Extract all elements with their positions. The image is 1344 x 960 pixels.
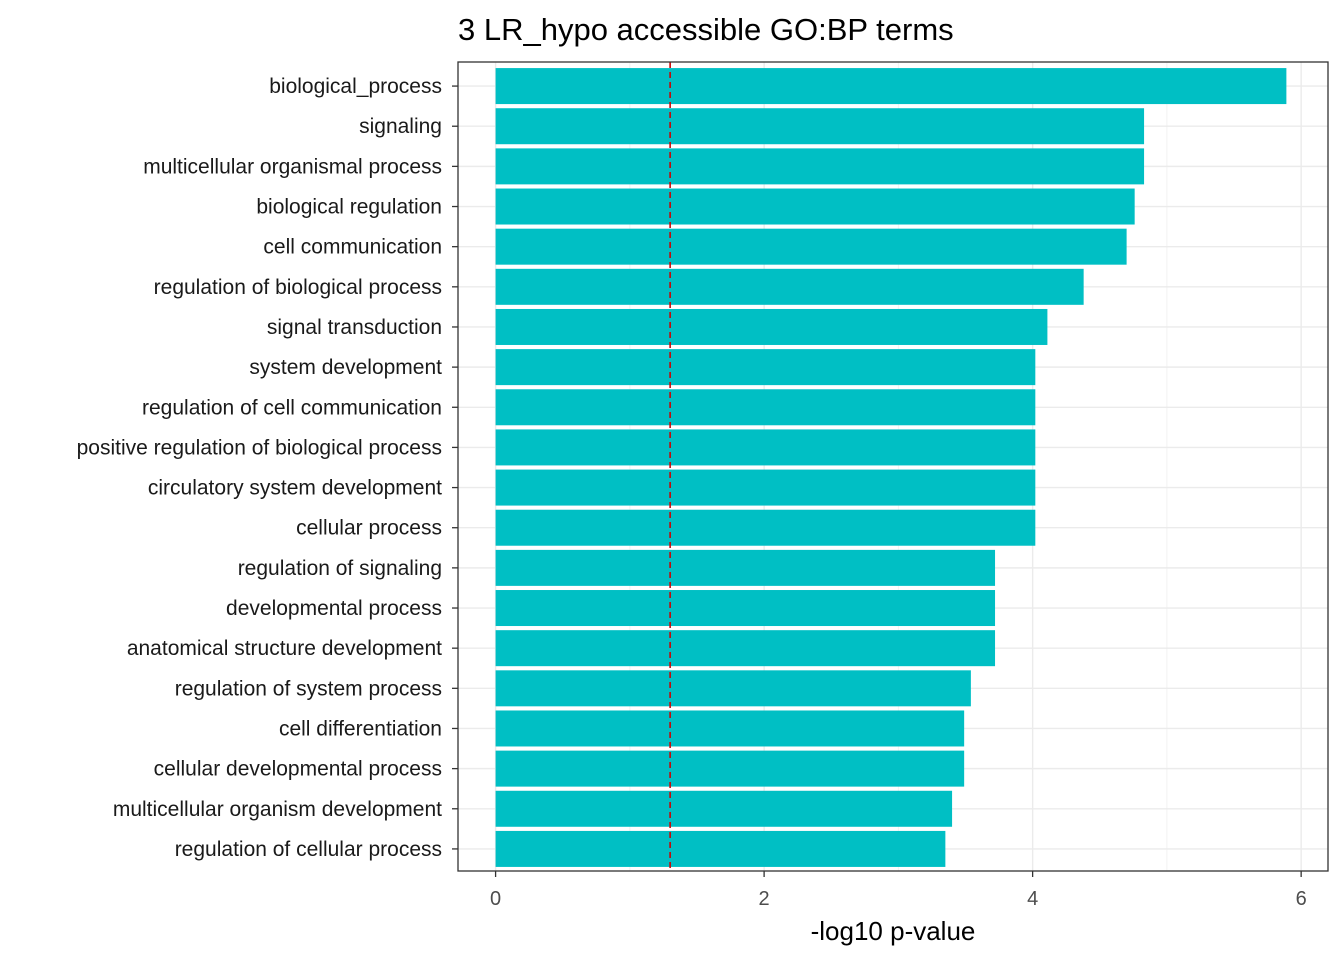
y-tick-label: cellular process bbox=[296, 517, 442, 540]
bar bbox=[495, 228, 1127, 265]
y-axis: biological_process signaling multicellular… bbox=[77, 75, 458, 861]
bar bbox=[495, 750, 965, 787]
y-tick-label: regulation of signaling bbox=[238, 557, 442, 580]
x-tick-label: 2 bbox=[759, 888, 770, 910]
y-tick-label: cell differentiation bbox=[279, 717, 442, 740]
y-tick-label: signaling bbox=[359, 115, 442, 138]
y-tick-label: positive regulation of biological proces… bbox=[77, 436, 442, 459]
y-tick-label: cell communication bbox=[263, 236, 442, 259]
y-tick-label: regulation of biological process bbox=[154, 276, 442, 299]
x-axis: 0 2 4 6 bbox=[490, 871, 1307, 910]
bar bbox=[495, 630, 996, 667]
y-tick-label: developmental process bbox=[226, 597, 442, 620]
bar bbox=[495, 469, 1036, 506]
y-tick-label: biological regulation bbox=[256, 196, 442, 219]
y-tick-label: circulatory system development bbox=[148, 477, 442, 500]
x-tick-label: 6 bbox=[1296, 888, 1307, 910]
plot-border bbox=[457, 61, 1329, 872]
chart-title: 3 LR_hypo accessible GO:BP terms bbox=[458, 12, 954, 47]
y-tick-label: system development bbox=[249, 356, 442, 379]
x-tick-label: 0 bbox=[490, 888, 501, 910]
x-tick-label: 4 bbox=[1027, 888, 1038, 910]
bar bbox=[495, 148, 1145, 185]
bar bbox=[495, 308, 1048, 345]
bar bbox=[495, 108, 1145, 145]
y-tick-label: biological_process bbox=[269, 75, 442, 98]
bar bbox=[495, 830, 946, 867]
x-axis-title: -log10 p-value bbox=[811, 916, 976, 946]
y-tick-label: multicellular organism development bbox=[113, 798, 442, 821]
bar bbox=[495, 429, 1036, 466]
bar bbox=[495, 389, 1036, 426]
bar bbox=[495, 790, 953, 827]
y-tick-label: cellular developmental process bbox=[154, 758, 442, 781]
y-tick-label: anatomical structure development bbox=[127, 637, 442, 660]
bar bbox=[495, 268, 1084, 305]
bar bbox=[495, 670, 971, 707]
y-tick-label: multicellular organismal process bbox=[143, 155, 442, 178]
bar bbox=[495, 509, 1036, 546]
y-tick-label: regulation of cellular process bbox=[175, 838, 442, 861]
bar bbox=[495, 710, 965, 747]
bar bbox=[495, 590, 996, 627]
bar bbox=[495, 188, 1135, 225]
y-tick-label: signal transduction bbox=[267, 316, 442, 339]
bar bbox=[495, 349, 1036, 386]
y-tick-label: regulation of cell communication bbox=[142, 396, 442, 419]
bars bbox=[495, 68, 1287, 867]
bar bbox=[495, 68, 1287, 105]
y-tick-label: regulation of system process bbox=[175, 677, 442, 700]
bar bbox=[495, 549, 996, 586]
